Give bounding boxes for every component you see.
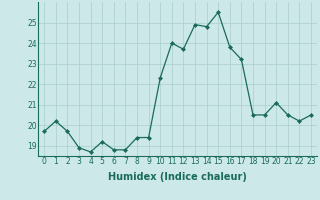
X-axis label: Humidex (Indice chaleur): Humidex (Indice chaleur) (108, 172, 247, 182)
